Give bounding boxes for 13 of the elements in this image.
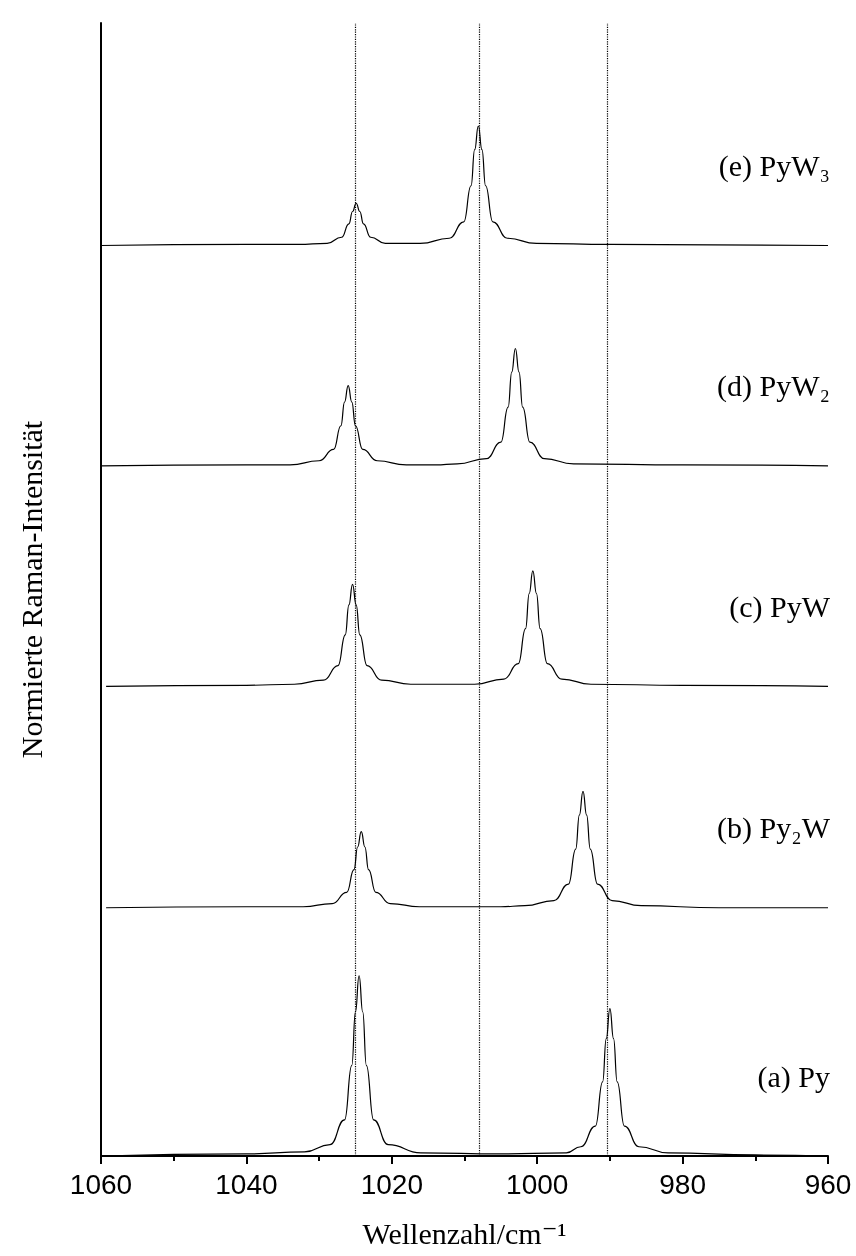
x-tick-label: 980 [659,1168,706,1200]
text: (e) PyW₃ [718,148,831,183]
text: (b) Py₂W [717,811,831,846]
text: (d) PyW₂ [717,369,831,404]
x-tick-label: 1000 [506,1168,569,1200]
x-tick-label: 1040 [215,1168,278,1200]
x-tick-label: 1020 [360,1168,423,1200]
x-tick-label: 960 [804,1168,852,1200]
y-axis-title: Normierte Raman-Intensität [14,420,48,759]
text: (a) Py [757,1059,830,1094]
x-axis-title: Wellenzahl/cm⁻¹ [362,1216,567,1250]
x-tick-label: 1060 [69,1168,133,1200]
text: (c) PyW [729,589,831,624]
